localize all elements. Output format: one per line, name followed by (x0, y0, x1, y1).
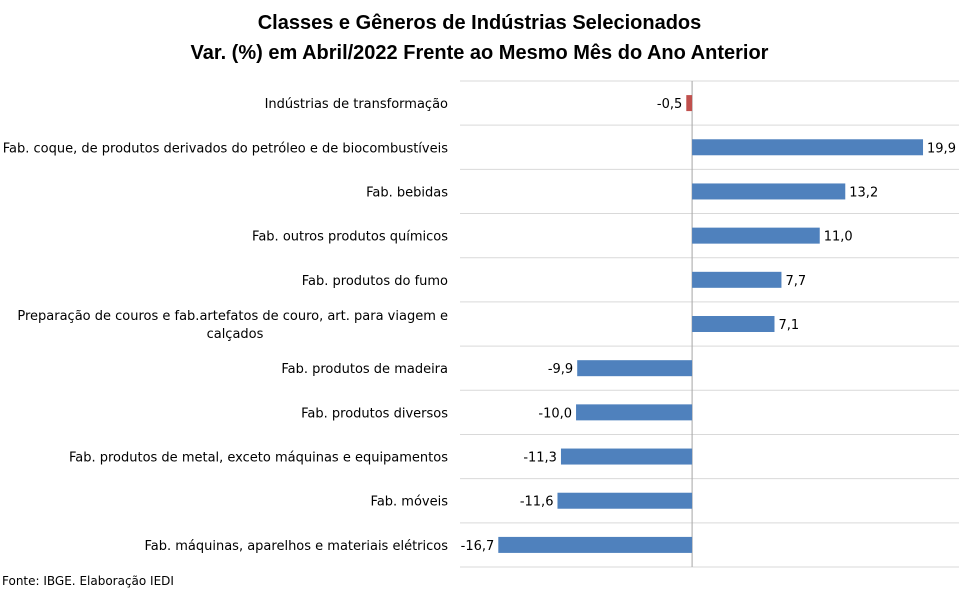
category-label: Fab. bebidas (366, 185, 448, 200)
category-label: Fab. coque, de produtos derivados do pet… (3, 141, 448, 156)
bar (686, 95, 693, 112)
bar (692, 139, 924, 156)
bar (498, 536, 693, 553)
chart-title: Classes e Gêneros de Indústrias Selecion… (257, 12, 702, 34)
value-label: -0,5 (657, 97, 682, 112)
bar (692, 227, 820, 244)
category-label: Fab. produtos de metal, exceto máquinas … (69, 451, 448, 466)
bar (692, 183, 846, 200)
value-label: 11,0 (824, 230, 853, 245)
category-label: Fab. produtos do fumo (302, 274, 448, 289)
category-label: Fab. produtos diversos (301, 406, 448, 421)
category-label: Fab. outros produtos químicos (252, 230, 448, 245)
value-label: 7,7 (785, 274, 806, 289)
bar (560, 448, 693, 465)
bar (576, 404, 693, 421)
category-label: calçados (207, 327, 264, 342)
value-label: -10,0 (538, 406, 572, 421)
bar (692, 316, 775, 332)
bar (557, 492, 693, 509)
category-label: Fab. máquinas, aparelhos e materiais elé… (144, 539, 448, 554)
value-label: -11,3 (523, 451, 557, 466)
value-label: 7,1 (778, 318, 799, 333)
value-label: -11,6 (520, 495, 554, 510)
category-label: Indústrias de transformação (265, 97, 448, 112)
category-label: Fab. móveis (371, 495, 449, 510)
value-label: 19,9 (927, 141, 956, 156)
bar (577, 360, 693, 377)
value-label: -9,9 (548, 362, 573, 377)
category-label: Preparação de couros e fab.artefatos de … (17, 309, 448, 324)
source-note: Fonte: IBGE. Elaboração IEDI (2, 574, 174, 588)
value-label: 13,2 (849, 185, 878, 200)
chart-subtitle: Var. (%) em Abril/2022 Frente ao Mesmo M… (190, 42, 769, 64)
value-label: -16,7 (461, 539, 495, 554)
bar (692, 271, 782, 288)
category-label: Fab. produtos de madeira (281, 362, 448, 377)
